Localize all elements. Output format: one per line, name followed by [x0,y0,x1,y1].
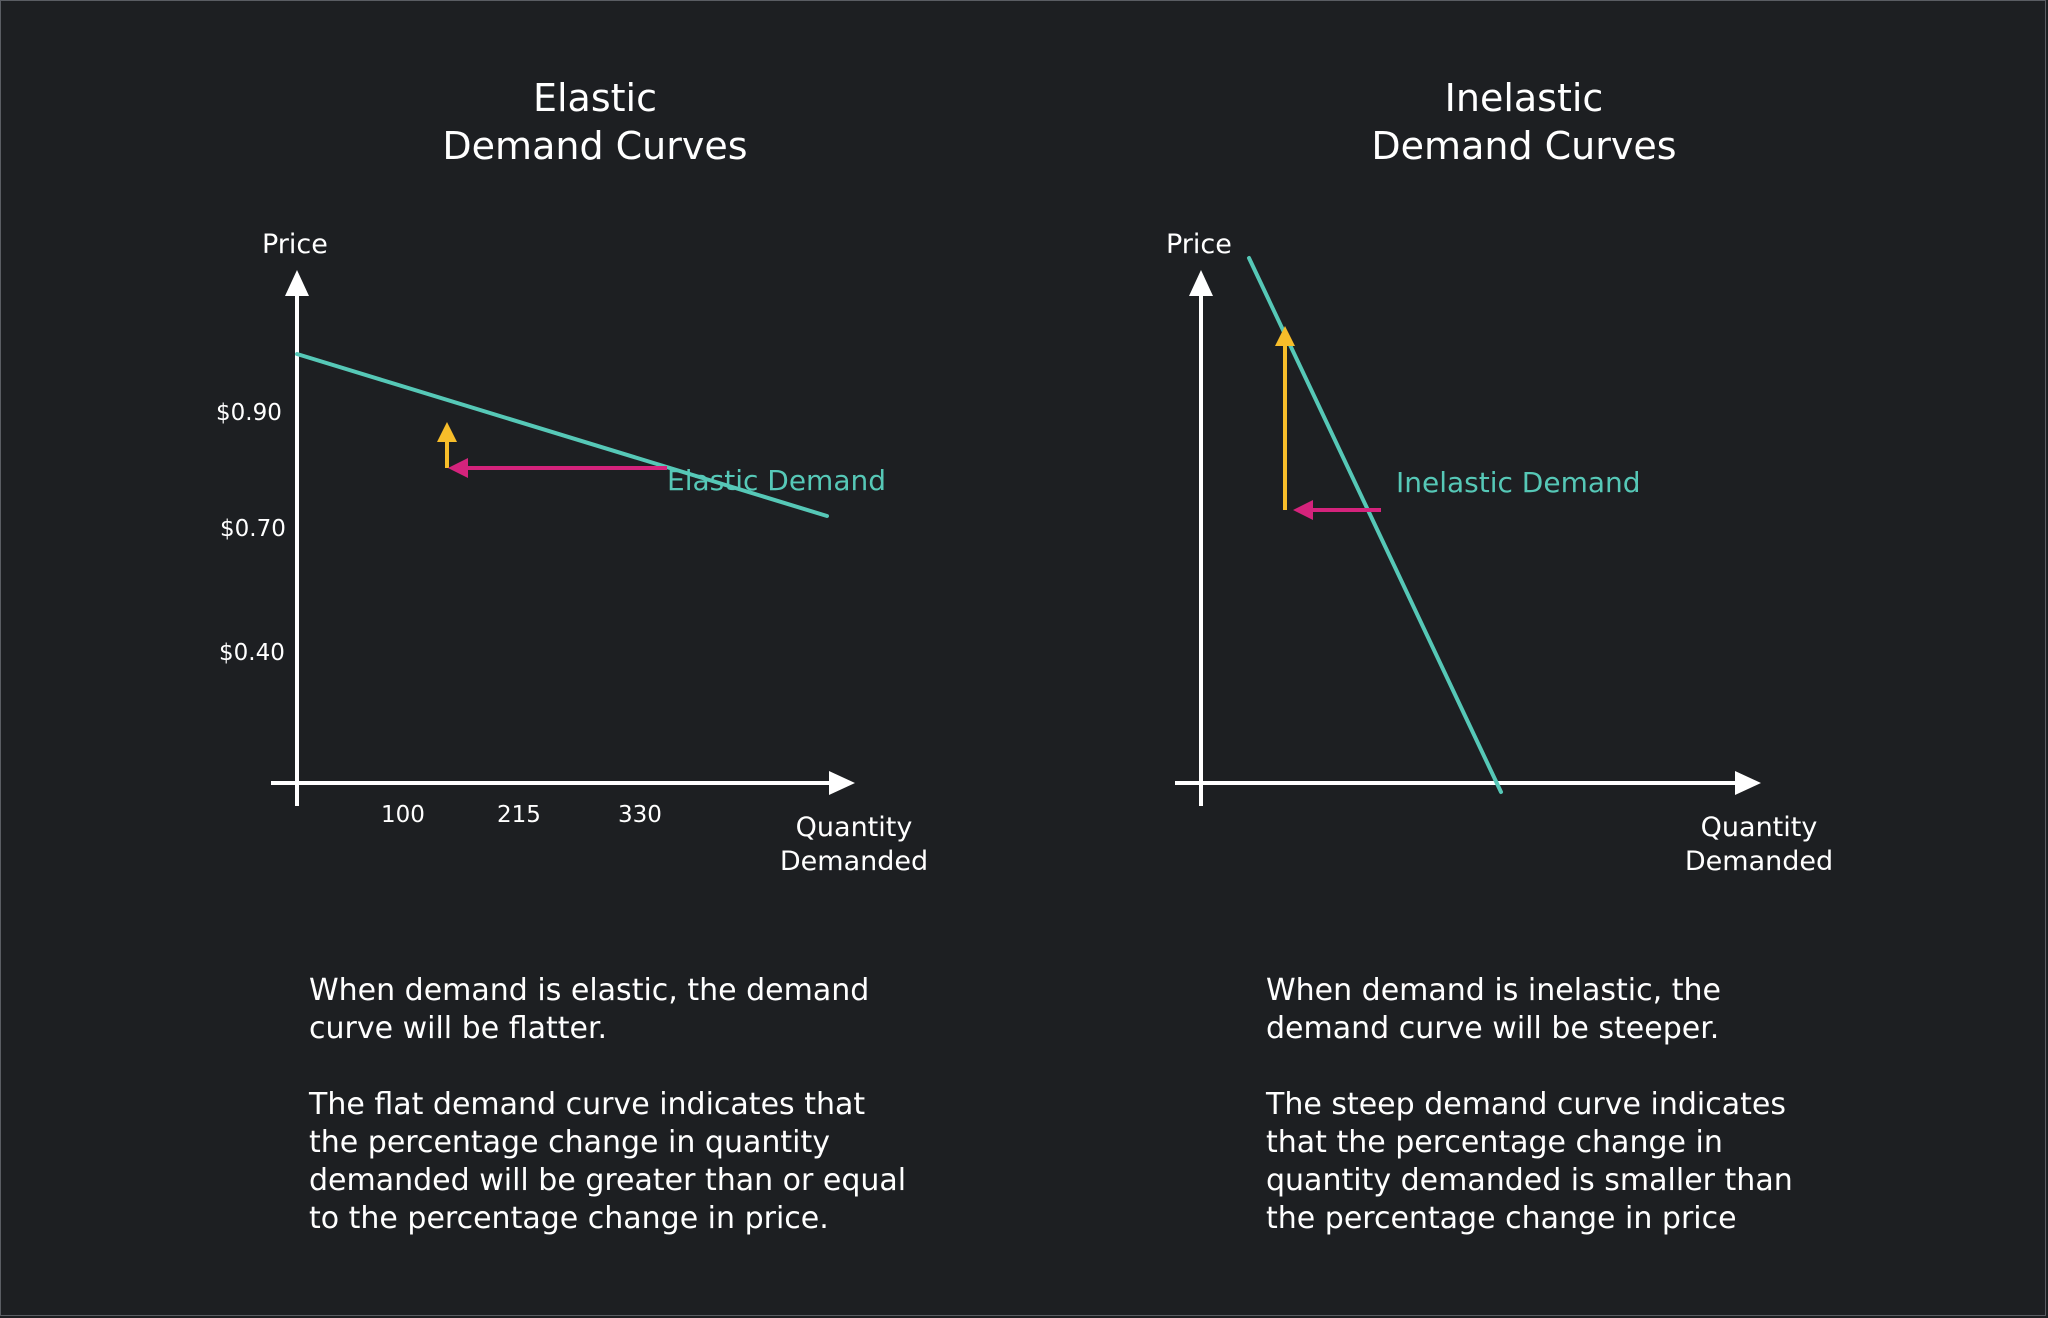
inelastic-price-change-arrowhead [1275,326,1295,346]
inelastic-title-line1: Inelastic [1445,76,1604,120]
elastic-quantity-change-arrowhead [448,458,468,478]
elastic-demand-label: Elastic Demand [667,464,886,497]
elastic-y-axis-arrowhead [285,270,309,296]
elastic-title-line2: Demand Curves [442,124,747,168]
elastic-y-tick-2: $0.40 [219,640,285,666]
inelastic-quantity-change-arrowhead [1293,500,1313,520]
inelastic-caption-paragraph-2: The steep demand curve indicates that th… [1266,1087,1793,1236]
elastic-y-axis-title: Price [262,229,328,260]
inelastic-y-axis-arrowhead [1189,270,1213,296]
elastic-x-axis-title-line2: Demanded [780,846,928,877]
elastic-x-axis-arrowhead [829,771,855,795]
elastic-y-tick-1: $0.70 [220,516,286,542]
elastic-demand-curve [295,352,829,518]
inelastic-x-axis-arrowhead [1735,771,1761,795]
elastic-caption-paragraph-2: The flat demand curve indicates that the… [309,1087,907,1236]
inelastic-y-axis-title: Price [1166,229,1232,260]
elastic-x-tick-1: 215 [497,802,541,828]
inelastic-caption: When demand is inelastic, the demand cur… [1266,972,1906,1238]
elastic-x-tick-2: 330 [618,802,662,828]
inelastic-title-line2: Demand Curves [1371,124,1676,168]
elastic-x-tick-0: 100 [381,802,425,828]
elastic-caption-paragraph-1: When demand is elastic, the demand curve… [309,973,870,1046]
elastic-panel: Elastic Demand Curves Price $0.90 $0.70 … [216,76,928,877]
elastic-x-axis-title-line1: Quantity [796,812,913,843]
inelastic-demand-curve [1247,256,1503,794]
inelastic-x-axis-title-line2: Demanded [1685,846,1833,877]
elastic-price-change-arrowhead [437,422,457,442]
inelastic-caption-paragraph-1: When demand is inelastic, the demand cur… [1266,973,1721,1046]
inelastic-panel: Inelastic Demand Curves Price Quantity D… [1166,76,1833,877]
elastic-title-line1: Elastic [533,76,657,120]
elastic-y-tick-0: $0.90 [216,400,282,426]
inelastic-x-axis-title-line1: Quantity [1701,812,1818,843]
inelastic-demand-label: Inelastic Demand [1396,466,1641,499]
elastic-caption: When demand is elastic, the demand curve… [309,972,949,1238]
